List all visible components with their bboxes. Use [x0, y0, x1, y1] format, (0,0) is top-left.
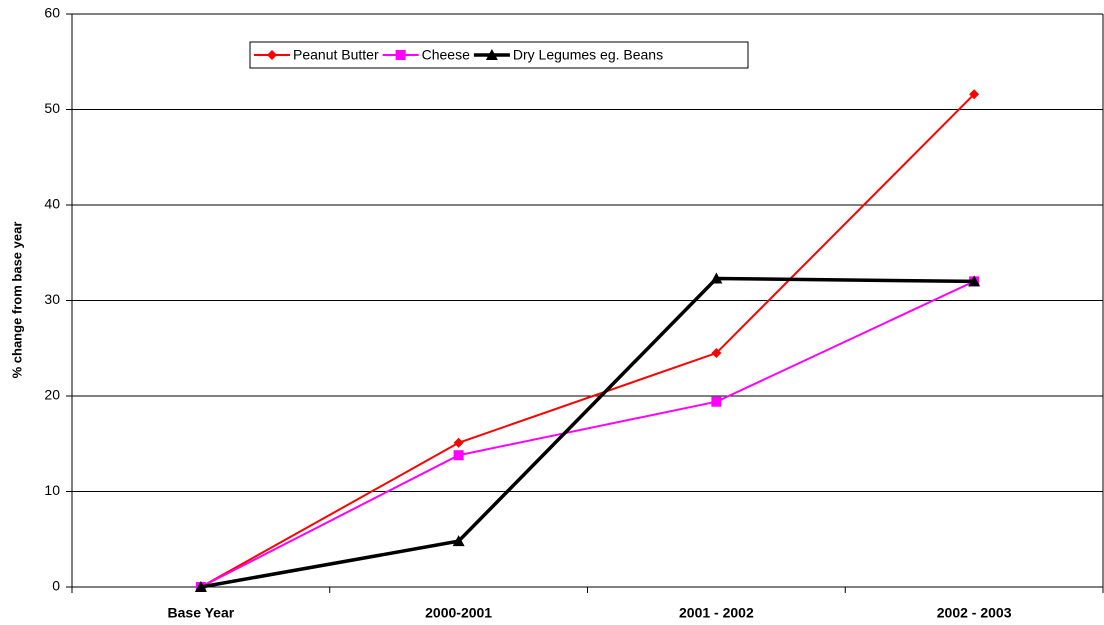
- y-tick-label: 40: [44, 196, 60, 212]
- marker: [710, 272, 723, 284]
- x-tick-label: 2000-2001: [425, 605, 492, 621]
- y-tick-label: 30: [44, 291, 60, 307]
- legend: Peanut Butter Cheese Dry Legumes eg. Beans: [249, 41, 749, 69]
- y-tick-label: 10: [44, 482, 60, 498]
- series-line: [200, 276, 975, 589]
- marker: [395, 50, 406, 60]
- marker: [711, 348, 722, 359]
- legend-label: Dry Legumes eg. Beans: [513, 47, 663, 63]
- y-tick-label: 20: [44, 387, 60, 403]
- x-tick-label: 2001 - 2002: [679, 605, 754, 621]
- series-line: [200, 280, 975, 588]
- y-tick-label: 0: [52, 578, 60, 594]
- y-axis-label: % change from base year: [9, 222, 24, 379]
- legend-label: Peanut Butter: [293, 47, 379, 63]
- marker: [968, 275, 981, 287]
- marker: [194, 581, 207, 592]
- x-tick-label: Base Year: [168, 605, 235, 621]
- marker: [453, 450, 464, 461]
- series-line: [200, 93, 975, 588]
- marker: [969, 89, 980, 100]
- y-tick-label: 60: [44, 5, 60, 21]
- y-tick-label: 50: [44, 100, 60, 116]
- marker: [452, 535, 465, 547]
- marker: [453, 437, 464, 448]
- marker: [267, 50, 277, 60]
- legend-label: Cheese: [422, 47, 470, 63]
- marker: [485, 49, 498, 60]
- x-tick-label: 2002 - 2003: [937, 605, 1012, 621]
- marker: [711, 396, 722, 407]
